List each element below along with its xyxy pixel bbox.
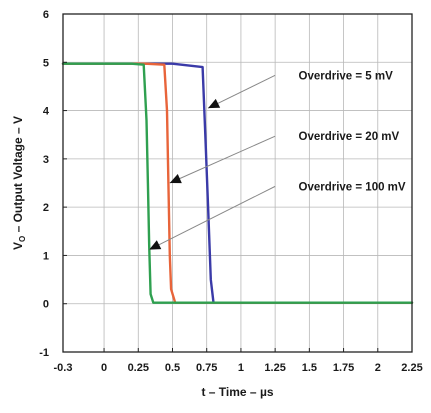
y-tick-label: 3 (43, 154, 49, 166)
annotation-label-1: Overdrive = 5 mV (299, 70, 394, 82)
annotation-arrow-line (148, 185, 276, 251)
series-layer (61, 62, 414, 304)
y-tick-label: 1 (43, 250, 49, 262)
tick-layer: -0.3 0 0.25 0.5 0.75 1 1.25 1.5 1.75 2 2.25 -1 0 1 2 3 4… (39, 9, 422, 374)
annotation-layer: Overdrive = 5 mV Overdrive = 20 mV Overdri… (148, 70, 406, 251)
series-line-1 (61, 62, 414, 304)
y-axis-title-rest: – Output Voltage – V (11, 116, 25, 236)
x-axis-title: t – Time – µs (201, 385, 273, 399)
series-line-2 (61, 62, 414, 304)
y-tick-label: -1 (39, 347, 49, 359)
y-tick-label: 5 (43, 57, 49, 69)
y-tick-label: 4 (43, 106, 50, 118)
y-axis-title-subscript: O (18, 236, 27, 242)
annotation-arrowhead (149, 240, 162, 250)
annotation-arrowhead (169, 173, 182, 184)
y-tick-label: 2 (43, 202, 49, 214)
annotation-arrow-line (169, 135, 276, 184)
y-axis-title-v: V (11, 242, 25, 250)
x-tick-label: 1.25 (264, 362, 285, 374)
x-tick-label: -0.3 (54, 362, 73, 374)
grid-layer (63, 14, 412, 352)
annotation-arrowhead (208, 98, 221, 109)
x-tick-label: 2 (375, 362, 381, 374)
x-tick-label: 0.5 (165, 362, 180, 374)
y-tick-label: 0 (43, 299, 49, 311)
y-axis-title: VO – Output Voltage – V (11, 116, 27, 250)
x-tick-label: 0.25 (128, 362, 149, 374)
x-tick-label: 0 (101, 362, 107, 374)
x-tick-label: 0.75 (196, 362, 217, 374)
y-tick-label: 6 (43, 9, 49, 21)
annotation-label-2: Overdrive = 20 mV (299, 131, 400, 143)
plot-frame (62, 13, 413, 353)
annotation-label-3: Overdrive = 100 mV (299, 181, 406, 193)
series-line-3 (61, 62, 414, 304)
x-tick-label: 1 (238, 362, 244, 374)
annotation-arrow-line (207, 74, 276, 109)
x-tick-label: 2.25 (401, 362, 422, 374)
x-tick-label: 1.75 (333, 362, 354, 374)
x-tick-label: 1.5 (302, 362, 317, 374)
